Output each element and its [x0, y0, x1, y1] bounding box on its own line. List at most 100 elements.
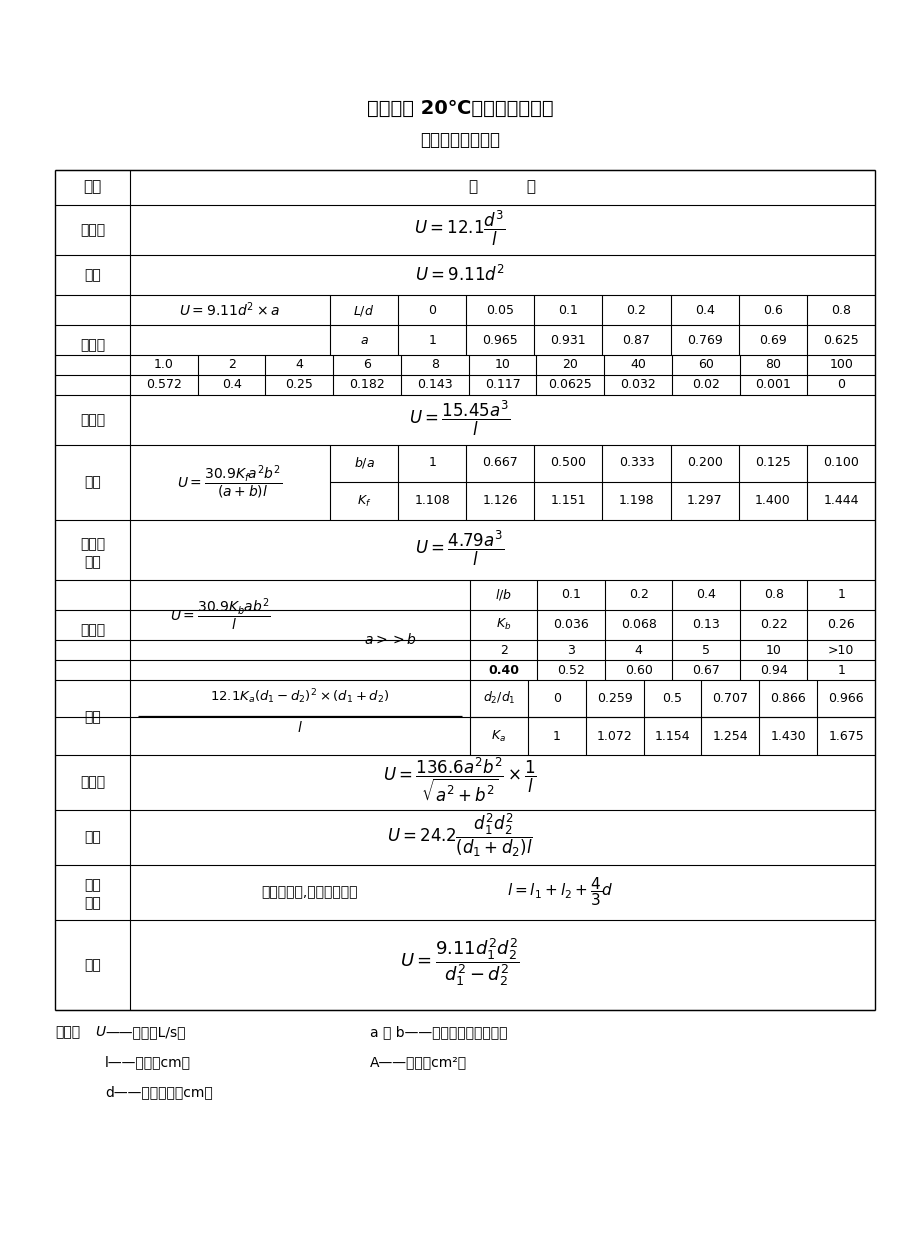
Text: 椭圆形: 椭圆形	[80, 774, 105, 789]
Text: 环形: 环形	[84, 710, 101, 725]
Text: $l=l_1+l_2+\dfrac{4}{3}d$: $l=l_1+l_2+\dfrac{4}{3}d$	[506, 875, 613, 909]
Text: $K_a$: $K_a$	[491, 728, 505, 743]
Text: 按直管计算,管道计算长度: 按直管计算,管道计算长度	[262, 885, 357, 899]
Text: l——管长（cm）: l——管长（cm）	[105, 1055, 191, 1069]
Text: 0.625: 0.625	[823, 334, 857, 346]
Text: 1.675: 1.675	[827, 730, 863, 742]
Text: 1: 1	[427, 457, 436, 469]
Text: 6: 6	[363, 359, 370, 371]
Text: 0.60: 0.60	[624, 664, 652, 676]
Text: $U$: $U$	[95, 1025, 107, 1040]
Text: 1.400: 1.400	[754, 494, 789, 508]
Text: 1: 1	[836, 664, 845, 676]
Text: $L/d$: $L/d$	[353, 303, 374, 317]
Text: 0.931: 0.931	[550, 334, 585, 346]
Text: 4: 4	[634, 644, 642, 656]
Text: 3: 3	[567, 644, 574, 656]
Text: $12.1K_a(d_1-d_2)^2\times(d_1+d_2)$: $12.1K_a(d_1-d_2)^2\times(d_1+d_2)$	[210, 687, 390, 706]
Text: 1.154: 1.154	[654, 730, 689, 742]
Text: 直角: 直角	[84, 878, 101, 891]
Text: 角形: 角形	[84, 555, 101, 569]
Text: $K_f$: $K_f$	[357, 493, 371, 508]
Text: 0.22: 0.22	[759, 618, 787, 630]
Text: 0.068: 0.068	[620, 618, 656, 630]
Text: 0.25: 0.25	[285, 378, 312, 391]
Text: 1.151: 1.151	[550, 494, 585, 508]
Text: 0.02: 0.02	[691, 378, 719, 391]
Text: $K_b$: $K_b$	[495, 616, 511, 631]
Text: 100: 100	[828, 359, 852, 371]
Text: 40: 40	[630, 359, 645, 371]
Text: 1.430: 1.430	[769, 730, 805, 742]
Text: 圆长管: 圆长管	[80, 223, 105, 237]
Text: 0: 0	[552, 691, 561, 705]
Text: 1: 1	[836, 588, 845, 600]
Text: 0.965: 0.965	[482, 334, 517, 346]
Text: $U=9.11d^2\times a$: $U=9.11d^2\times a$	[179, 301, 280, 319]
Text: d——管道直径（cm）: d——管道直径（cm）	[105, 1084, 212, 1099]
Text: 2: 2	[499, 644, 507, 656]
Text: 0.69: 0.69	[758, 334, 786, 346]
Text: 10: 10	[765, 644, 781, 656]
Text: $U=\dfrac{30.9K_f a^2 b^2}{(a+b)l}$: $U=\dfrac{30.9K_f a^2 b^2}{(a+b)l}$	[177, 463, 282, 500]
Text: 5: 5	[701, 644, 709, 656]
Text: 0.87: 0.87	[622, 334, 650, 346]
Text: $U=\dfrac{15.45a^3}{l}$: $U=\dfrac{15.45a^3}{l}$	[409, 398, 510, 438]
Text: 0.769: 0.769	[686, 334, 721, 346]
Text: ——流导（L/s）: ——流导（L/s）	[105, 1025, 186, 1040]
Text: a 和 b——椭圆长半轴、短半轴: a 和 b——椭圆长半轴、短半轴	[369, 1025, 507, 1040]
Text: 0.4: 0.4	[221, 378, 242, 391]
Text: 0.6: 0.6	[762, 304, 782, 316]
Text: 0.500: 0.500	[550, 457, 585, 469]
Text: 0.52: 0.52	[557, 664, 584, 676]
Text: 0.94: 0.94	[759, 664, 787, 676]
Text: 0.13: 0.13	[692, 618, 720, 630]
Text: 0.1: 0.1	[561, 588, 581, 600]
Text: $U=\dfrac{136.6a^2b^2}{\sqrt{a^2+b^2}}\times\dfrac{1}{l}$: $U=\dfrac{136.6a^2b^2}{\sqrt{a^2+b^2}}\t…	[382, 756, 537, 804]
Text: 1.254: 1.254	[712, 730, 747, 742]
Text: 弯管: 弯管	[84, 896, 101, 910]
Text: $U=24.2\dfrac{d_1^2 d_2^2}{(d_1+d_2)l}$: $U=24.2\dfrac{d_1^2 d_2^2}{(d_1+d_2)l}$	[387, 812, 532, 859]
Text: 圆短管: 圆短管	[80, 337, 105, 352]
Text: 0.333: 0.333	[618, 457, 653, 469]
Text: >10: >10	[827, 644, 854, 656]
Text: 0.8: 0.8	[830, 304, 850, 316]
Text: 项目: 项目	[84, 179, 101, 194]
Text: 20: 20	[562, 359, 577, 371]
Text: 0.117: 0.117	[484, 378, 520, 391]
Text: 1: 1	[427, 334, 436, 346]
Text: 0.2: 0.2	[628, 588, 648, 600]
Text: 0: 0	[836, 378, 845, 391]
Text: 0.966: 0.966	[827, 691, 863, 705]
Text: 0: 0	[427, 304, 436, 316]
Text: 0.866: 0.866	[769, 691, 805, 705]
Text: 0.032: 0.032	[619, 378, 655, 391]
Text: $U=9.11d^2$: $U=9.11d^2$	[414, 265, 505, 285]
Text: 0.26: 0.26	[826, 618, 854, 630]
Text: 0.4: 0.4	[696, 588, 715, 600]
Text: 0.200: 0.200	[686, 457, 721, 469]
Text: 0.036: 0.036	[552, 618, 588, 630]
Text: 1.297: 1.297	[686, 494, 721, 508]
Text: $U=\dfrac{9.11d_1^2 d_2^2}{d_1^2-d_2^2}$: $U=\dfrac{9.11d_1^2 d_2^2}{d_1^2-d_2^2}$	[400, 936, 519, 989]
Text: 0.100: 0.100	[823, 457, 858, 469]
Text: $b/a$: $b/a$	[353, 456, 374, 471]
Text: 0.707: 0.707	[711, 691, 747, 705]
Text: 2: 2	[227, 359, 235, 371]
Text: 0.40: 0.40	[488, 664, 518, 676]
Text: 8: 8	[430, 359, 438, 371]
Text: 1.126: 1.126	[482, 494, 517, 508]
Text: 1.108: 1.108	[414, 494, 449, 508]
Text: 《真空设计手册》: 《真空设计手册》	[420, 131, 499, 149]
Text: 0.572: 0.572	[146, 378, 182, 391]
Text: 1.072: 1.072	[596, 730, 632, 742]
Text: 1.0: 1.0	[153, 359, 174, 371]
Text: 符号：: 符号：	[55, 1025, 80, 1040]
Text: 0.0625: 0.0625	[548, 378, 592, 391]
Text: $U=12.1\dfrac{d^3}{l}$: $U=12.1\dfrac{d^3}{l}$	[414, 208, 505, 248]
Text: 0.001: 0.001	[754, 378, 790, 391]
Text: 0.1: 0.1	[558, 304, 578, 316]
Text: 0.2: 0.2	[626, 304, 646, 316]
Text: 60: 60	[697, 359, 713, 371]
Text: 80: 80	[765, 359, 780, 371]
